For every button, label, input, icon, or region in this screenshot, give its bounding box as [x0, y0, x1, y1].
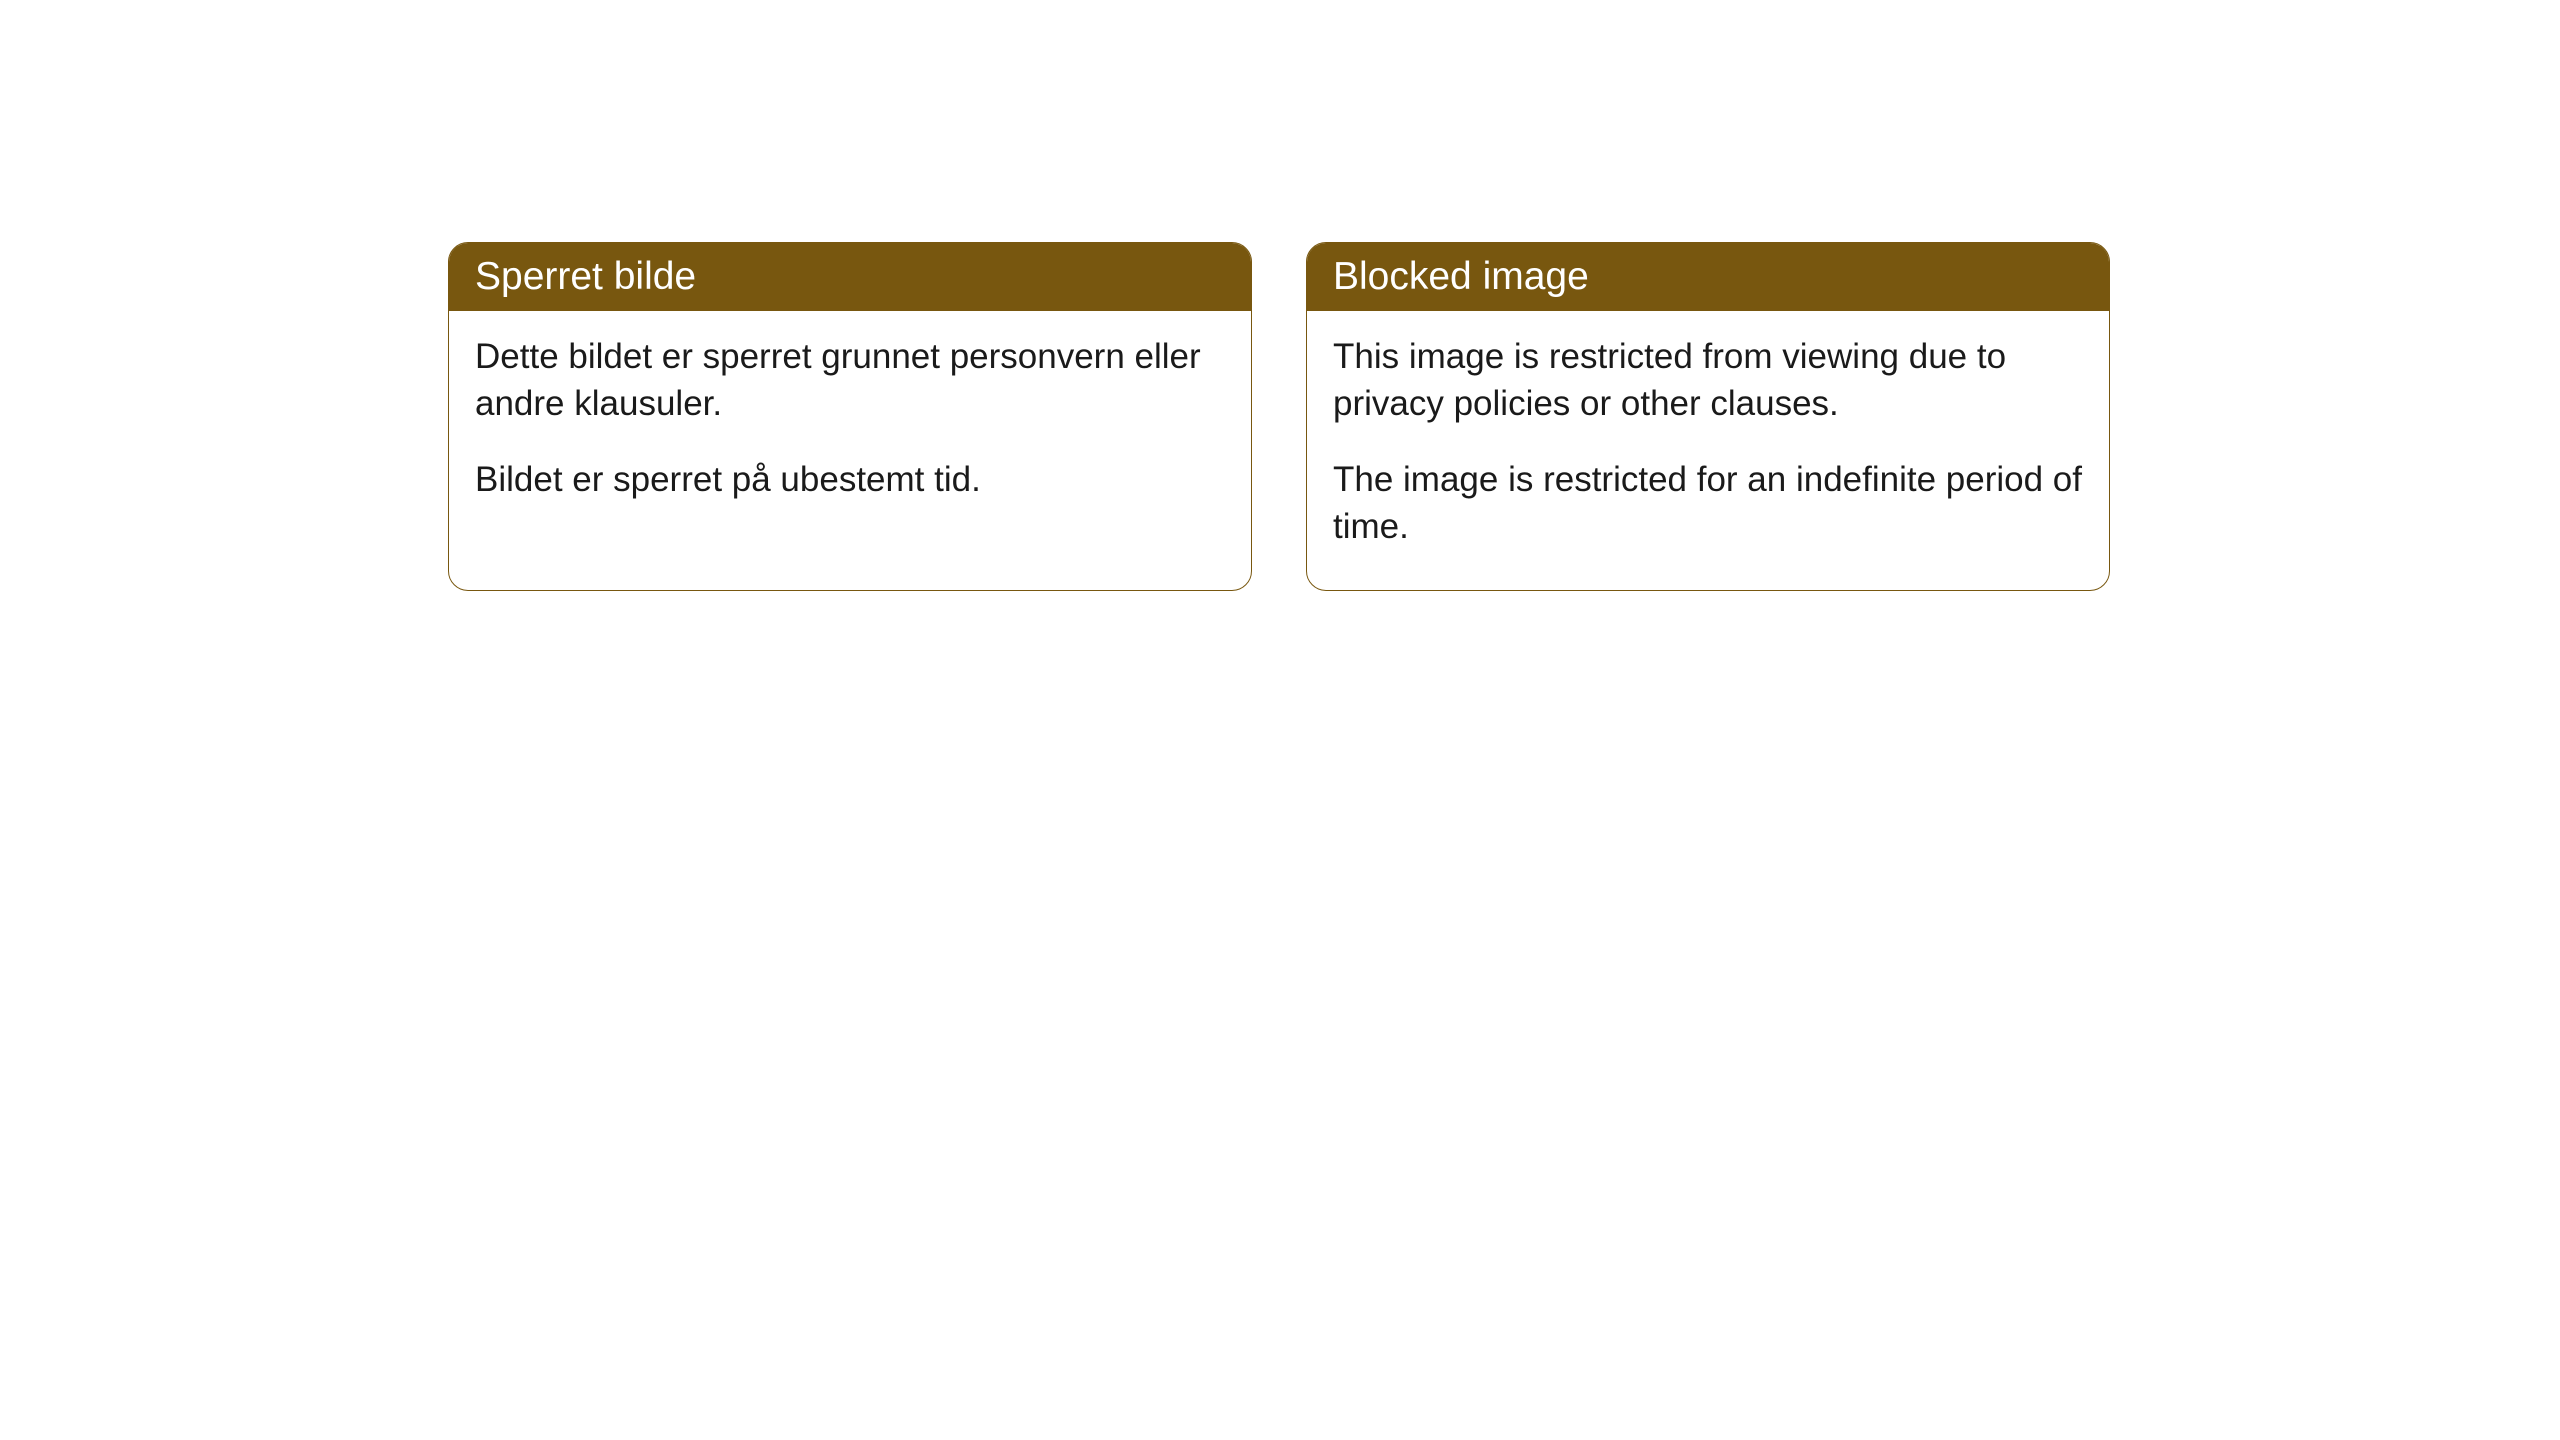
card-paragraph: Dette bildet er sperret grunnet personve…: [475, 333, 1225, 428]
card-body: Dette bildet er sperret grunnet personve…: [449, 311, 1251, 543]
card-title: Sperret bilde: [475, 255, 696, 298]
card-paragraph: Bildet er sperret på ubestemt tid.: [475, 456, 1225, 503]
notice-card-norwegian: Sperret bilde Dette bildet er sperret gr…: [448, 242, 1252, 591]
card-header: Sperret bilde: [449, 243, 1251, 311]
card-paragraph: This image is restricted from viewing du…: [1333, 333, 2083, 428]
card-title: Blocked image: [1333, 255, 1589, 298]
notice-container: Sperret bilde Dette bildet er sperret gr…: [0, 0, 2560, 591]
card-body: This image is restricted from viewing du…: [1307, 311, 2109, 590]
card-paragraph: The image is restricted for an indefinit…: [1333, 456, 2083, 551]
card-header: Blocked image: [1307, 243, 2109, 311]
notice-card-english: Blocked image This image is restricted f…: [1306, 242, 2110, 591]
